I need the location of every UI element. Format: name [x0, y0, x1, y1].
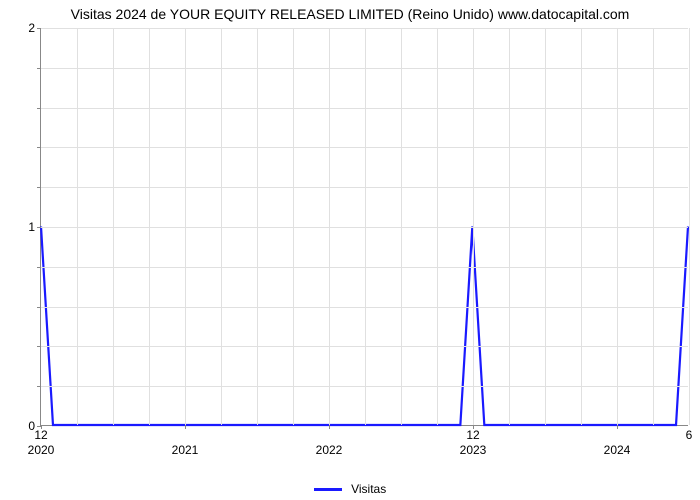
legend: Visitas [0, 481, 700, 496]
gridline-vertical [113, 28, 114, 425]
gridline-vertical [617, 28, 618, 425]
x-tick-label-month: 12 [466, 425, 479, 442]
y-tick-mark-minor [37, 386, 41, 387]
gridline-vertical [293, 28, 294, 425]
chart-container: Visitas 2024 de YOUR EQUITY RELEASED LIM… [0, 0, 700, 500]
gridline-vertical [257, 28, 258, 425]
gridline-vertical [329, 28, 330, 425]
gridline-vertical [365, 28, 366, 425]
y-tick-mark [37, 227, 41, 228]
legend-swatch [314, 488, 342, 491]
y-tick-mark-minor [37, 68, 41, 69]
gridline-vertical [149, 28, 150, 425]
y-tick-mark [37, 28, 41, 29]
x-tick-label-month: 6 [686, 425, 693, 442]
y-tick-mark-minor [37, 267, 41, 268]
y-tick-mark-minor [37, 187, 41, 188]
x-tick-mark [329, 425, 330, 429]
plot-area: 0122020202120222023202412126 [40, 28, 688, 426]
x-tick-label-year: 2024 [604, 425, 631, 457]
gridline-vertical [221, 28, 222, 425]
y-tick-mark-minor [37, 307, 41, 308]
x-tick-label-year: 2022 [316, 425, 343, 457]
gridline-vertical [437, 28, 438, 425]
gridline-vertical [473, 28, 474, 425]
x-tick-label-year: 2021 [172, 425, 199, 457]
legend-label: Visitas [351, 482, 386, 496]
x-tick-mark [185, 425, 186, 429]
x-tick-mark [617, 425, 618, 429]
gridline-vertical [581, 28, 582, 425]
gridline-vertical [653, 28, 654, 425]
gridline-vertical [185, 28, 186, 425]
y-tick-mark-minor [37, 108, 41, 109]
gridline-vertical [77, 28, 78, 425]
gridline-vertical [689, 28, 690, 425]
gridline-vertical [545, 28, 546, 425]
x-tick-label-month: 12 [34, 425, 47, 442]
y-tick-mark-minor [37, 346, 41, 347]
gridline-vertical [509, 28, 510, 425]
gridline-vertical [401, 28, 402, 425]
y-tick-mark-minor [37, 147, 41, 148]
chart-title: Visitas 2024 de YOUR EQUITY RELEASED LIM… [0, 6, 700, 22]
